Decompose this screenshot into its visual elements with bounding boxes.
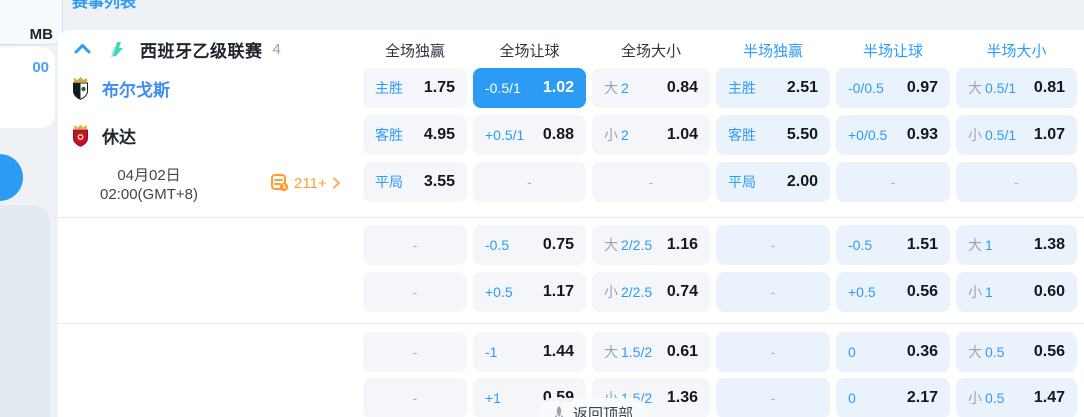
rocket-icon — [554, 405, 564, 417]
back-to-top-button[interactable]: 返回顶部 — [538, 398, 648, 417]
league-match-count: 4 — [272, 40, 281, 58]
match-datetime: 04月02日 02:00(GMT+8) — [58, 166, 240, 204]
column-header: 半场让球 — [862, 43, 923, 60]
odds-cell-empty: - — [716, 272, 830, 312]
match-date: 04月02日 — [117, 167, 181, 184]
odds-cell[interactable]: 大 2/2.5 1.16 — [592, 225, 710, 265]
away-team-crest-icon — [73, 124, 88, 147]
sidebar-floating-button[interactable] — [0, 154, 23, 201]
column-header: 全场让球 — [499, 43, 560, 60]
odds-cell[interactable]: -0.5/1 1.02 — [473, 68, 586, 108]
odds-cell[interactable]: +0.5/1 0.88 — [473, 115, 586, 155]
clipped-tab-text[interactable]: 赛事列表 — [72, 0, 137, 11]
odds-cell[interactable]: 小 0.5 1.47 — [956, 378, 1077, 417]
away-team-name[interactable]: 休达 — [102, 127, 136, 147]
odds-cell[interactable]: 主胜 2.51 — [716, 68, 830, 108]
odds-cell[interactable]: 0 2.17 — [836, 378, 950, 417]
odds-cell-empty: - — [716, 378, 830, 417]
odds-cell[interactable]: 平局 3.55 — [363, 162, 467, 202]
section-divider — [58, 217, 1084, 218]
odds-row: - -0.5 0.75 大 2/2.5 1.16- -0.5 1.51 大 1 1.38 — [363, 225, 1077, 265]
odds-cell[interactable]: 大 1 1.38 — [956, 225, 1077, 265]
odds-cell[interactable]: 大 1.5/2 0.61 — [592, 332, 710, 372]
column-header: 半场独赢 — [742, 43, 803, 60]
odds-cell[interactable]: 小 1 0.60 — [956, 272, 1077, 312]
sidebar-clipped-panel — [0, 0, 63, 45]
sidebar-currency-label: MB — [29, 26, 53, 43]
odds-cell-empty: - — [716, 225, 830, 265]
home-team-name[interactable]: 布尔戈斯 — [102, 80, 170, 100]
odds-cell[interactable]: -0/0.5 0.97 — [836, 68, 950, 108]
odds-row: 主胜 1.75 -0.5/1 1.02 大 2 0.84 主胜 2.51 -0/0.5 0.97 大 0… — [363, 68, 1077, 108]
odds-row: - -1 1.44 大 1.5/2 0.61-0 0.36 大 0.5 0.56 — [363, 332, 1077, 372]
odds-cell-empty: - — [956, 162, 1077, 202]
odds-cell-empty: - — [363, 378, 467, 417]
column-header: 全场大小 — [620, 43, 681, 60]
odds-row: 平局 3.55- - 平局 2.00- - — [363, 162, 1077, 202]
column-headers: 全场独赢 全场让球 全场大小 半场独赢 半场让球 半场大小 — [363, 40, 1077, 61]
more-markets-count: 211+ — [294, 174, 327, 192]
more-markets-link[interactable]: 211+ — [271, 174, 341, 192]
league-odds-card: 西班牙乙级联赛 4 全场独赢 全场让球 全场大小 半场独赢 半场让球 半场大小 布尔戈斯 — [58, 30, 1084, 417]
home-team-row[interactable]: 布尔戈斯 — [70, 68, 170, 108]
odds-cell[interactable]: 小 0.5/1 1.07 — [956, 115, 1077, 155]
odds-cell[interactable]: 主胜 1.75 — [363, 68, 467, 108]
odds-row: - +0.5 1.17 小 2/2.5 0.74- +0.5 0.56 小 1 0.60 — [363, 272, 1077, 312]
odds-cell[interactable]: +0/0.5 0.93 — [836, 115, 950, 155]
odds-cell[interactable]: 小 2 1.04 — [592, 115, 710, 155]
chevron-up-icon[interactable] — [74, 42, 91, 56]
odds-cell-empty: - — [363, 272, 467, 312]
sidebar-balance-value: 00 — [32, 59, 49, 76]
sidebar-balance-card[interactable]: 00 — [0, 47, 55, 128]
odds-cell[interactable]: 0 0.36 — [836, 332, 950, 372]
odds-cell[interactable]: 小 2/2.5 0.74 — [592, 272, 710, 312]
odds-cell[interactable]: +0.5 1.17 — [473, 272, 586, 312]
chevron-right-icon — [332, 177, 340, 189]
odds-cell-empty: - — [363, 332, 467, 372]
away-team-row[interactable]: 休达 — [70, 115, 136, 155]
odds-cell[interactable]: 大 2 0.84 — [592, 68, 710, 108]
markets-list-icon — [271, 174, 289, 192]
league-logo-icon — [111, 42, 123, 57]
odds-row: 客胜 4.95 +0.5/1 0.88 小 2 1.04 客胜 5.50 +0/0.5 0.93 小 0… — [363, 115, 1077, 155]
odds-cell[interactable]: 大 0.5 0.56 — [956, 332, 1077, 372]
league-header[interactable]: 西班牙乙级联赛 4 — [74, 37, 281, 61]
odds-cell-empty: - — [716, 332, 830, 372]
odds-cell[interactable]: 客胜 5.50 — [716, 115, 830, 155]
odds-cell-empty: - — [836, 162, 950, 202]
column-header: 全场独赢 — [384, 43, 445, 60]
odds-cell[interactable]: 客胜 4.95 — [363, 115, 467, 155]
column-header: 半场大小 — [986, 43, 1047, 60]
odds-cell-empty: - — [363, 225, 467, 265]
league-name: 西班牙乙级联赛 — [140, 41, 263, 61]
odds-cell[interactable]: -0.5 1.51 — [836, 225, 950, 265]
back-to-top-label: 返回顶部 — [573, 406, 634, 417]
odds-cell[interactable]: 大 0.5/1 0.81 — [956, 68, 1077, 108]
section-divider — [58, 323, 1084, 324]
match-time: 02:00(GMT+8) — [100, 186, 198, 203]
odds-cell[interactable]: +0.5 0.56 — [836, 272, 950, 312]
odds-cell[interactable]: -1 1.44 — [473, 332, 586, 372]
sidebar-clipped-card — [0, 205, 50, 417]
home-team-crest-icon — [73, 76, 88, 100]
odds-cell-empty: - — [473, 162, 586, 202]
odds-cell-empty: - — [592, 162, 710, 202]
odds-cell[interactable]: -0.5 0.75 — [473, 225, 586, 265]
odds-cell[interactable]: 平局 2.00 — [716, 162, 830, 202]
